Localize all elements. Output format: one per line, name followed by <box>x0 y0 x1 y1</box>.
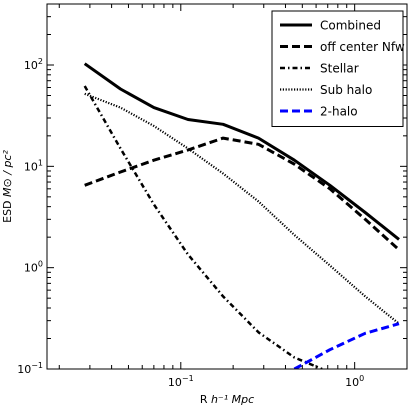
series-line-stellar <box>83 85 323 369</box>
legend-label: 2-halo <box>320 105 358 119</box>
y-tick-label: 102 <box>24 57 43 72</box>
y-tick-label: 101 <box>24 158 43 173</box>
y-tick-label: 10−1 <box>17 361 43 376</box>
legend-label: Sub halo <box>320 83 372 97</box>
series-line-sub-halo <box>84 92 400 325</box>
ticks-layer <box>47 3 408 370</box>
legend-label: Combined <box>320 19 381 33</box>
series-line-2-halo <box>293 322 400 369</box>
legend: Combined off center Nfw Stellar Sub halo 2-h… <box>271 10 405 127</box>
legend-label: off center Nfw <box>320 40 405 54</box>
x-tick-label: 10−1 <box>168 374 194 389</box>
plot-frame <box>46 3 408 370</box>
series-line-off-center-nfw <box>84 136 401 251</box>
series-line-combined <box>83 62 400 241</box>
y-tick-label: 100 <box>24 260 43 275</box>
x-axis-label: R h⁻¹ Mpc <box>200 393 254 406</box>
labels-layer: 10−1 100 10−1 100 101 102 R h⁻¹ Mpc ESD M⊙ / pc… <box>1 57 364 406</box>
legend-label: Stellar <box>320 62 359 76</box>
series-layer <box>83 62 401 369</box>
x-tick-label: 100 <box>345 374 364 389</box>
y-axis-label: ESD M⊙ / pc² <box>1 150 14 223</box>
